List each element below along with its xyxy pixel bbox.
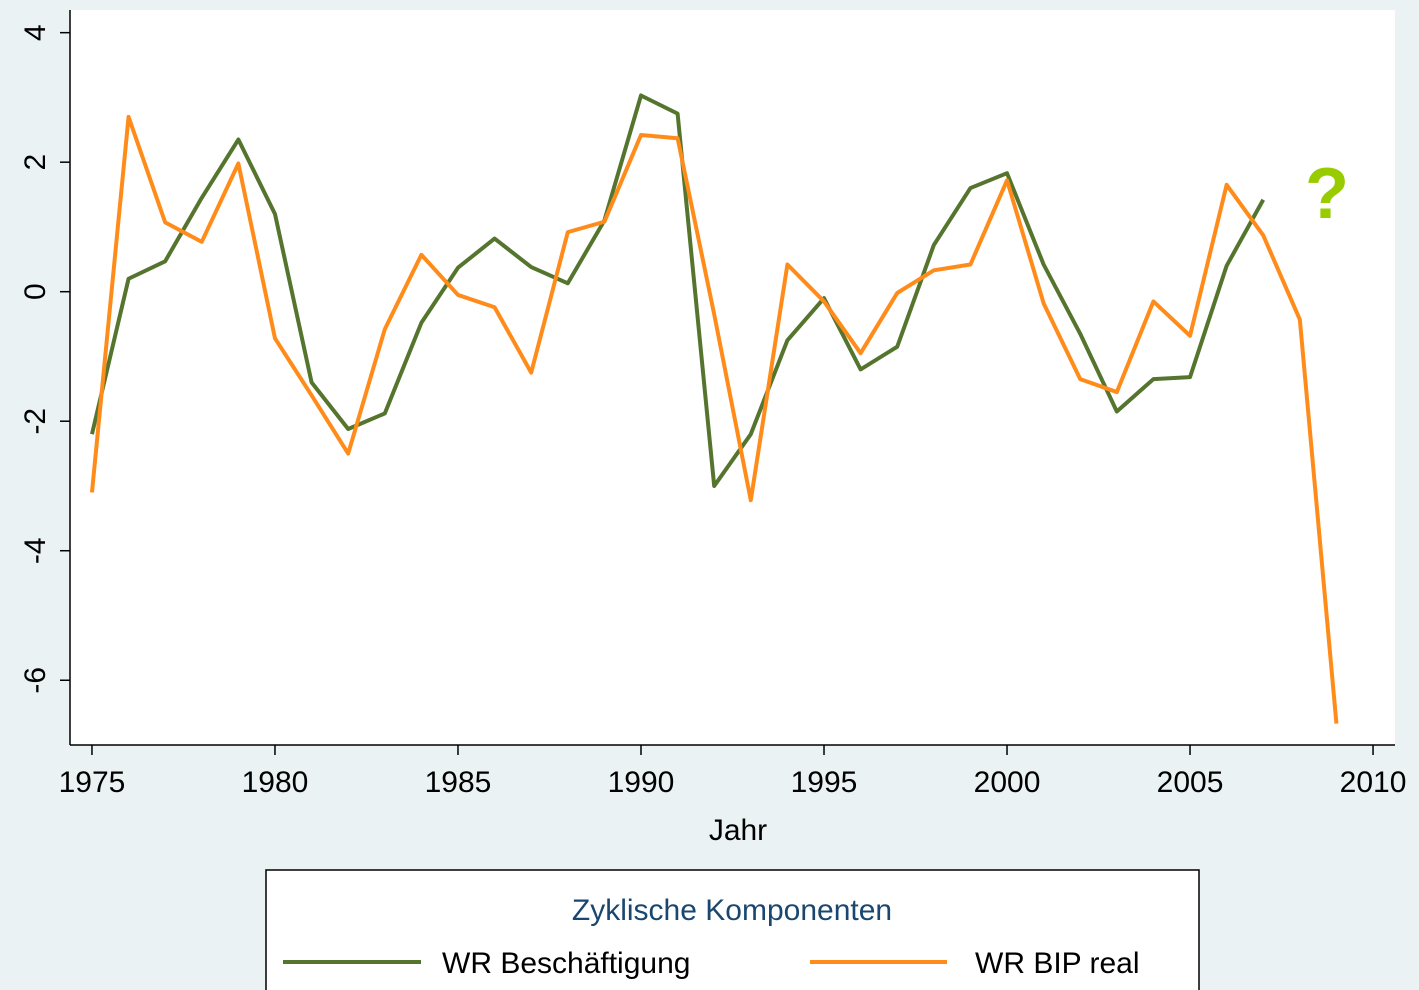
x-tick-label: 1995 [791, 766, 858, 799]
y-tick-label: -2 [19, 408, 52, 435]
x-tick-label: 2005 [1157, 766, 1224, 799]
legend-title: Zyklische Komponenten [572, 894, 892, 927]
x-tick-label: 1980 [242, 766, 309, 799]
legend-label: WR Beschäftigung [442, 947, 690, 980]
y-tick-label: 2 [19, 154, 52, 171]
x-axis-label: Jahr [709, 814, 767, 847]
plot-area [70, 10, 1395, 745]
y-tick-label: 0 [19, 283, 52, 300]
x-tick-label: 2010 [1340, 766, 1407, 799]
series-line [90, 93, 1265, 488]
x-tick-label: 2000 [974, 766, 1041, 799]
annotation: ? [1305, 154, 1349, 234]
y-tick-label: 4 [19, 24, 52, 41]
series-line [89, 114, 1339, 724]
legend [265, 869, 1200, 990]
y-tick-label: -4 [19, 537, 52, 564]
y-tick-label: -6 [19, 667, 52, 694]
legend-entries: WR Beschäftigung WR BIP real [283, 947, 1140, 980]
x-tick-label: 1990 [608, 766, 675, 799]
legend-label: WR BIP real [975, 947, 1140, 980]
lines [89, 93, 1339, 724]
ticks: -6 -4 -2 0 2 4 1975 1980 1985 1990 1995 2000 2005 201… [19, 24, 1406, 799]
x-tick-label: 1975 [59, 766, 126, 799]
x-tick-label: 1985 [425, 766, 492, 799]
